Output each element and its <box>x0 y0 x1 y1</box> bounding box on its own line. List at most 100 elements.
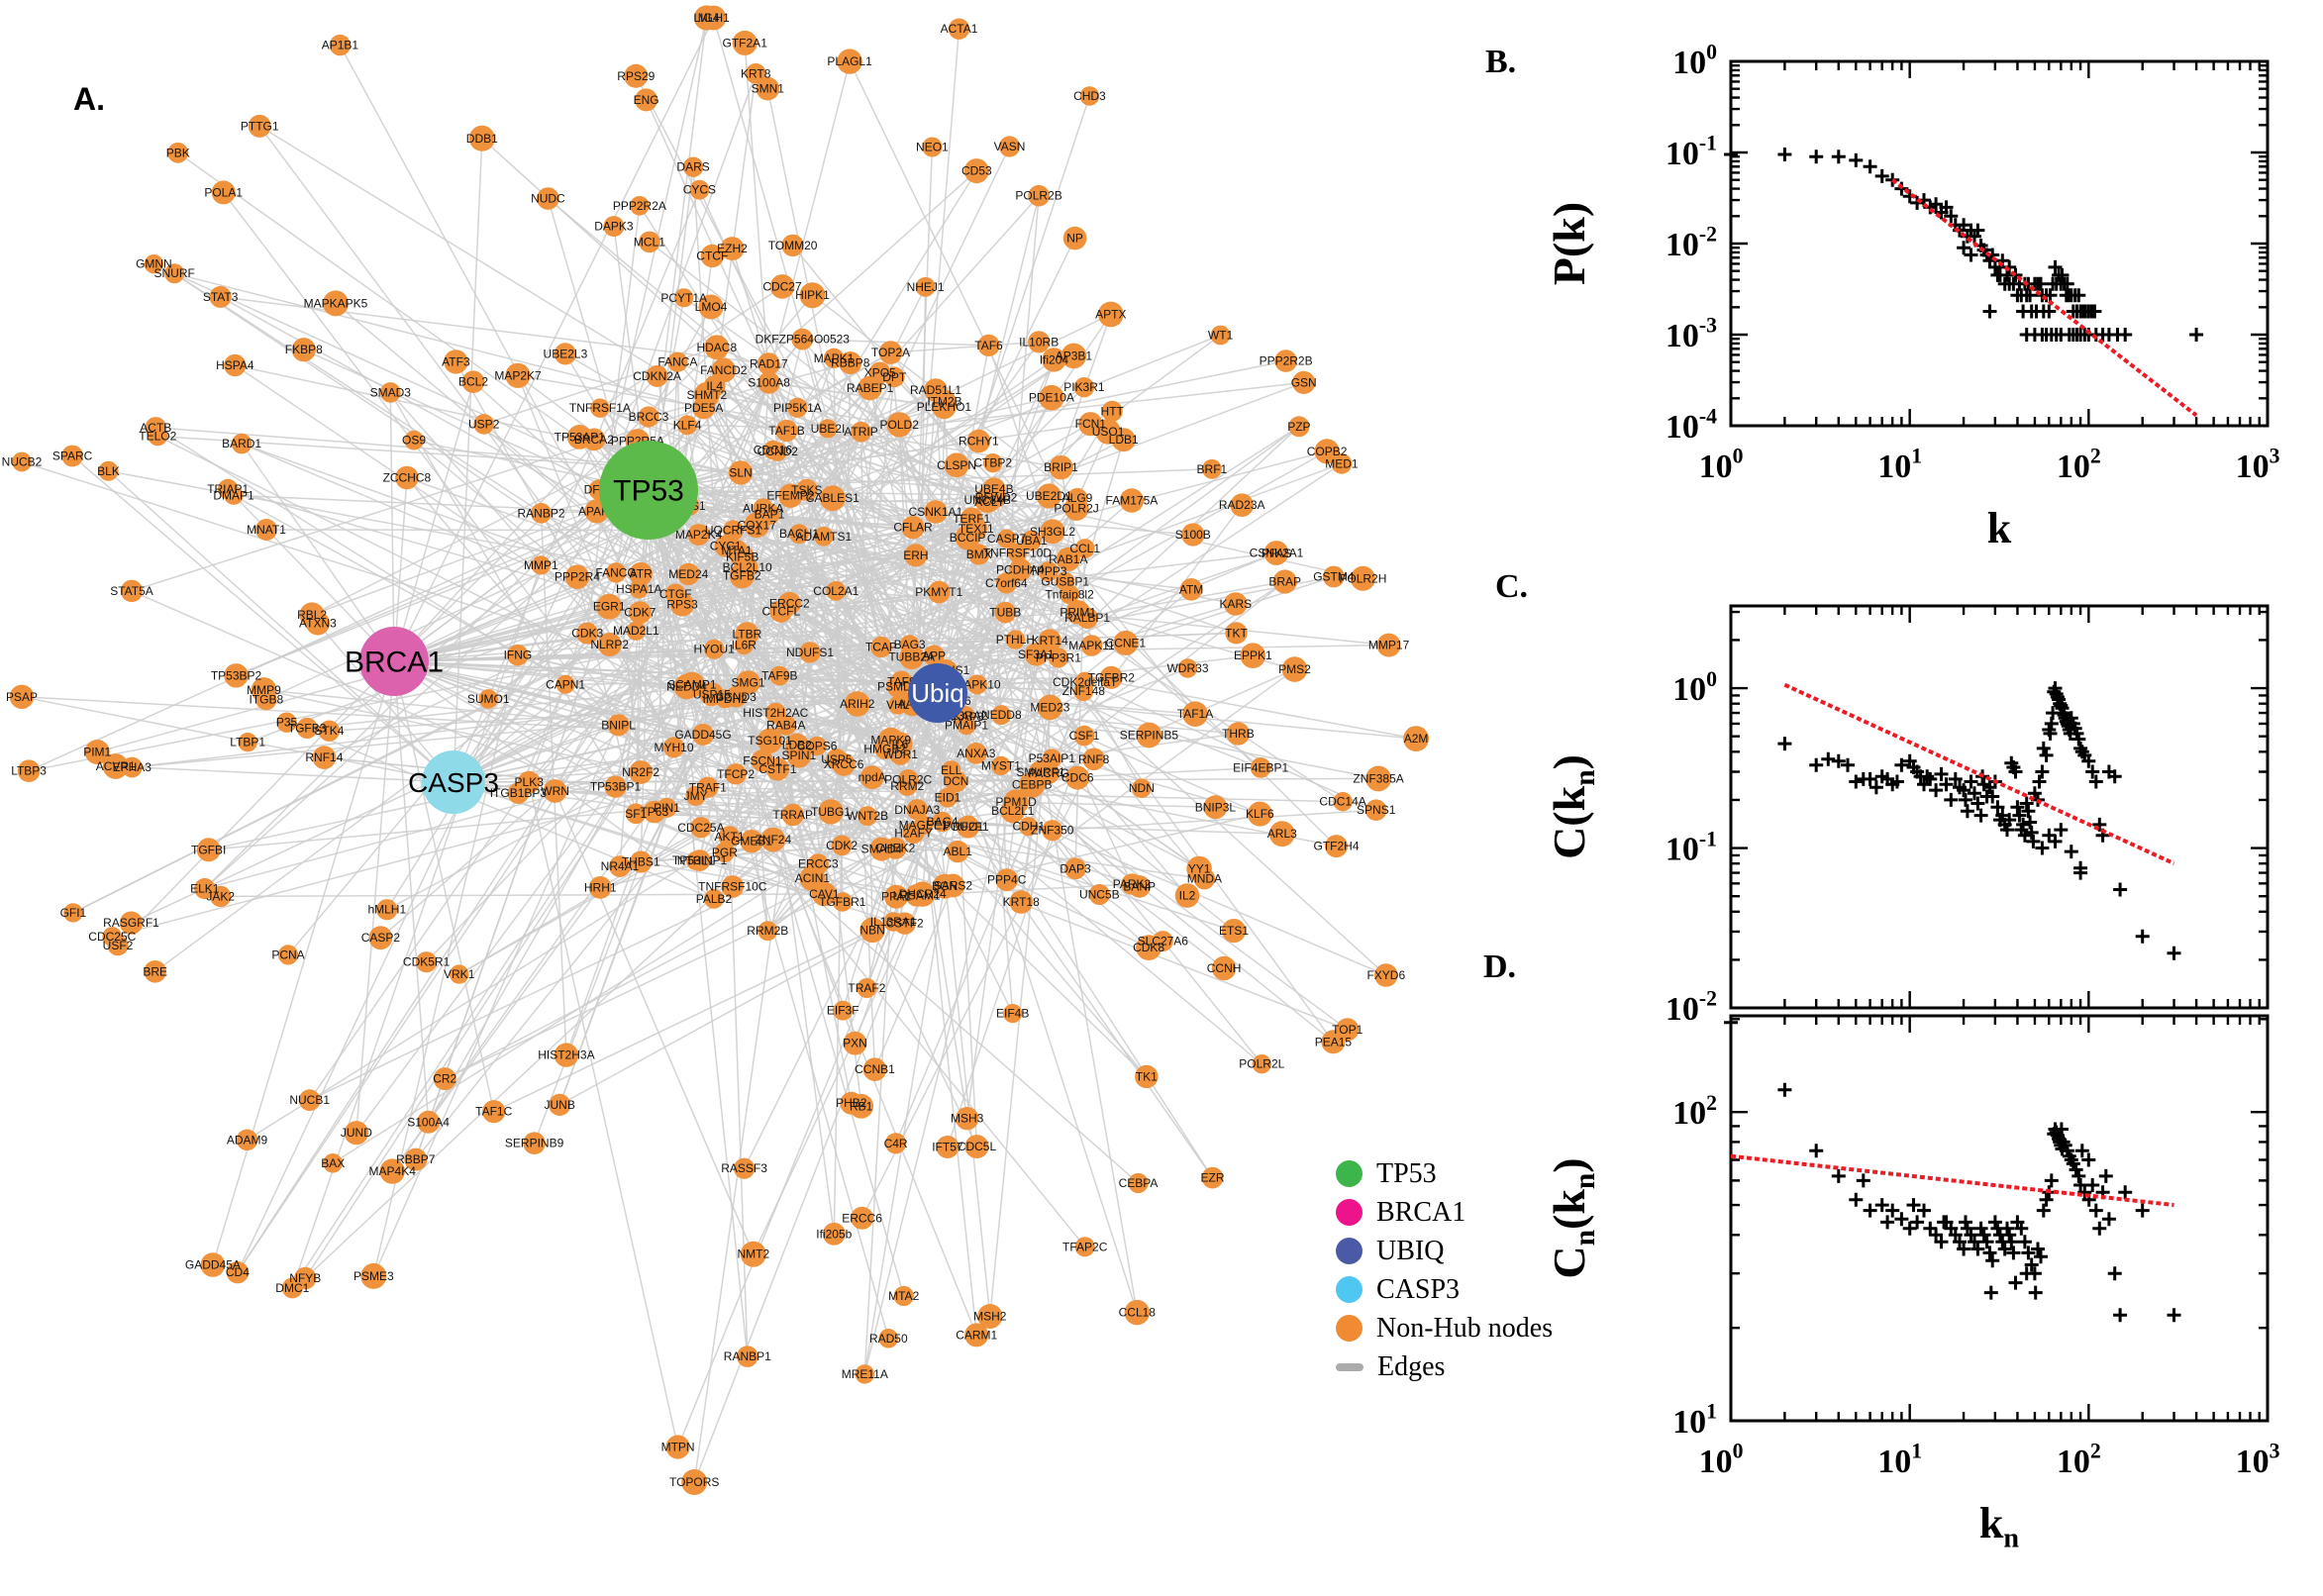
network-node <box>1376 633 1401 657</box>
network-node-label: LTBP1 <box>230 736 265 749</box>
network-node-label: IL6R <box>732 639 758 652</box>
network-node <box>726 540 748 561</box>
network-nodes <box>9 5 1429 1495</box>
network-node-label: TGFBR2 <box>1088 670 1136 684</box>
network-node-label: WNT2B <box>847 809 888 823</box>
network-node-label: C7orf64 <box>985 576 1028 590</box>
network-node <box>667 351 688 372</box>
network-node-label: BRE <box>143 964 167 978</box>
network-node-label: JMY <box>684 789 708 803</box>
network-node <box>609 855 631 877</box>
network-node-label: BACH1 <box>779 527 819 541</box>
y-tick-label: 10-1 <box>1666 827 1717 867</box>
plot-frame <box>1729 604 2270 1010</box>
network-node <box>700 244 724 268</box>
network-node <box>704 889 724 909</box>
network-node <box>226 1261 250 1284</box>
network-node <box>687 524 710 547</box>
network-node-label: MTPN <box>661 1441 695 1454</box>
network-node <box>1060 343 1087 369</box>
network-node-label: PDE10A <box>1029 391 1074 405</box>
node-swatch-icon <box>1336 1199 1363 1226</box>
network-node-label: A2M <box>1404 732 1429 746</box>
network-node <box>296 717 318 740</box>
network-node <box>843 1031 867 1055</box>
network-node-label: PPP2R2A <box>613 199 666 213</box>
network-node-label: AP1B1 <box>322 39 359 52</box>
network-node-label: WDR33 <box>1166 661 1208 675</box>
network-node <box>948 18 970 40</box>
network-node <box>329 34 352 56</box>
network-node <box>323 290 349 317</box>
network-node-label: ARL3 <box>1267 827 1297 841</box>
network-node-label: HSPA1A <box>616 582 661 596</box>
network-node-label: EIF3F <box>827 1004 859 1018</box>
network-node <box>61 445 83 467</box>
network-node-label: PLK3 <box>515 775 545 789</box>
network-node-label: SUMO1 <box>467 692 510 706</box>
network-node <box>744 512 769 539</box>
network-node-label: TGFBR1 <box>819 895 866 909</box>
network-node <box>554 343 577 365</box>
network-node-label: UBE4B <box>974 482 1013 496</box>
network-node-label: EPHA3 <box>113 760 152 774</box>
network-node-label: CDH1 <box>1012 820 1045 834</box>
network-node-label: BRCC3 <box>629 410 669 424</box>
network-node <box>851 421 871 443</box>
network-node-label: STAT3 <box>203 290 239 304</box>
network-edge <box>540 512 675 748</box>
x-tick-label: 101 <box>1877 445 1922 485</box>
network-node-label: S100A4 <box>407 1115 450 1129</box>
network-node <box>1325 835 1348 858</box>
network-node <box>1264 542 1288 565</box>
network-node <box>1221 919 1247 944</box>
network-node-label: EFEMP2 <box>766 489 814 503</box>
network-node <box>822 1222 846 1246</box>
network-node <box>607 714 630 737</box>
network-node <box>791 328 814 350</box>
network-node <box>566 425 592 449</box>
network-node-label: POLR2H <box>1339 571 1386 585</box>
network-edge <box>618 653 1037 727</box>
node-swatch-icon <box>1336 1315 1363 1342</box>
network-node-label: HDAC8 <box>696 341 737 354</box>
network-node-label: VHL <box>886 698 910 712</box>
network-node <box>831 835 853 856</box>
network-node <box>603 216 625 238</box>
network-edge <box>922 825 977 1336</box>
network-node-label: HIPK1 <box>795 288 830 302</box>
network-node-label: ATM <box>1179 582 1203 596</box>
network-node-label: PSAP <box>6 690 38 704</box>
legend-item-ubiq: UBIQ <box>1332 1232 1553 1270</box>
network-node-label: GMNN <box>136 257 172 271</box>
network-node-label: SPNS1 <box>1357 803 1396 817</box>
network-node <box>826 748 848 770</box>
network-node <box>1113 630 1139 655</box>
network-node <box>913 815 934 836</box>
network-node-label: MNAT1 <box>247 523 286 537</box>
network-node-label: DMAP1 <box>213 488 254 502</box>
network-node <box>1211 955 1237 981</box>
network-node <box>851 1206 874 1230</box>
network-node-label: EPPK1 <box>1234 648 1272 662</box>
network-edge <box>355 686 688 1134</box>
network-node <box>697 776 719 798</box>
network-node-label: PPP3R1 <box>1036 650 1081 664</box>
network-edge <box>21 696 900 746</box>
network-node-label: USP2 <box>468 417 500 431</box>
network-node-label: BARD1 <box>222 437 261 450</box>
network-node-label: JAK2 <box>206 889 235 903</box>
network-node <box>1274 349 1297 372</box>
network-edge <box>648 489 1021 571</box>
network-node <box>164 263 185 284</box>
network-node-label: WDR1 <box>883 748 919 761</box>
network-node-label: CDK8 <box>1133 941 1164 954</box>
network-node <box>692 396 716 420</box>
network-node-label: MRE11A <box>842 1367 888 1381</box>
network-node-label: RABEP1 <box>847 381 894 395</box>
network-node-label: H2AFY <box>894 826 933 840</box>
network-node <box>1019 817 1039 837</box>
network-node-label: TSKS <box>791 483 822 497</box>
network-node-label: YY1 <box>1188 862 1211 876</box>
network-node <box>417 1110 441 1134</box>
